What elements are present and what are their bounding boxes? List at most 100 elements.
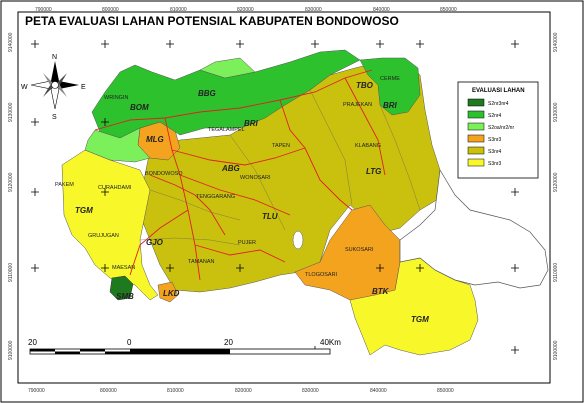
coord-right-label: 9120000 [553, 172, 559, 192]
coord-bottom-label: 790000 [28, 388, 45, 394]
coord-bottom-label: 820000 [235, 388, 252, 394]
legend-swatch [467, 158, 485, 167]
road-segment [171, 147, 306, 166]
compass-w-label: W [21, 84, 28, 91]
compass-n-label: N [52, 54, 57, 61]
legend-label: S2nr3nr4 [488, 101, 509, 107]
coord-bottom-label: 850000 [437, 388, 454, 394]
coords-top: 790000 800000 810000 820000 830000 84000… [35, 7, 457, 13]
coord-left-label: 9100000 [8, 340, 14, 360]
place-label: KLABANG [355, 143, 381, 149]
scale-label: 20 [224, 338, 233, 347]
grid-cross [101, 118, 109, 126]
grid-cross [31, 264, 39, 272]
grid-cross [511, 40, 519, 48]
grid-cross [31, 188, 39, 196]
coord-left-label: 9110000 [8, 263, 14, 282]
boundary-line [139, 237, 241, 246]
scale-label: 0 [127, 338, 132, 347]
legend-label: S3nr3 [488, 161, 502, 167]
legend-label: S2oa/nr2/nr [488, 125, 514, 131]
place-label: PAKEM [55, 182, 74, 188]
coord-top-label: 820000 [237, 7, 254, 13]
zone-code-label: LKD [163, 289, 180, 298]
place-label: CURAHDAMI [98, 185, 132, 191]
coord-bottom-label: 840000 [370, 388, 387, 394]
map-title: PETA EVALUASI LAHAN POTENSIAL KABUPATEN … [25, 14, 399, 28]
zone-unclassified-east [399, 168, 549, 289]
coord-top-label: 810000 [170, 7, 187, 13]
grid-cross [166, 40, 174, 48]
place-names: WRINGIN TEGALAMPEL TAPEN PRAJEKAN CERME … [55, 76, 400, 278]
coord-right-label: 9130000 [553, 102, 559, 122]
place-label: GRUJUGAN [88, 233, 119, 239]
legend-title: EVALUASI LAHAN [472, 88, 525, 94]
legend-swatch [467, 98, 485, 107]
coord-right-label: 9100000 [553, 340, 559, 360]
place-label: MAESAN [112, 265, 135, 271]
district-boundaries [139, 89, 421, 246]
zone-code-label: BBG [198, 89, 216, 98]
road-segment [194, 244, 286, 263]
coords-bottom: 790000 800000 810000 820000 830000 84000… [28, 388, 454, 394]
zone-s3nr3-btk [294, 204, 401, 301]
coords-right: 9140000 9130000 9120000 9110000 9100000 [553, 32, 559, 360]
zone-code-label: BTK [372, 287, 390, 296]
scale-bar-segment [130, 349, 230, 354]
scale-label: 40Km [320, 338, 341, 347]
zone-s2nr3nr4-smb [109, 275, 134, 301]
place-label: TLOGOSARI [305, 272, 338, 278]
zone-code-label: TGM [75, 206, 93, 215]
place-label: WONOSARI [240, 175, 271, 181]
lake-shape [292, 230, 304, 250]
road-segment [149, 174, 226, 236]
compass-center [51, 81, 59, 89]
coord-bottom-label: 830000 [302, 388, 319, 394]
zone-code-label: TLU [262, 212, 278, 221]
zone-s3nr3-south [157, 281, 179, 303]
boundary-line [229, 134, 286, 231]
coord-top-label: 790000 [35, 7, 52, 13]
compass-s-label: S [52, 114, 57, 121]
grid-cross [31, 118, 39, 126]
coord-left-label: 9140000 [8, 32, 14, 52]
zone-code-label: BRI [383, 101, 398, 110]
place-label: TEGALAMPEL [208, 127, 245, 133]
coord-top-label: 840000 [373, 7, 390, 13]
place-label: BONDOWOSO [145, 171, 183, 177]
roads [94, 69, 386, 281]
legend-swatch [467, 110, 485, 119]
scale-bar: 20 0 20 40Km [28, 338, 341, 355]
land-zones [61, 49, 549, 356]
road-segment [94, 69, 373, 131]
grid-cross [166, 264, 174, 272]
zone-s2oa-north [199, 57, 256, 79]
grid-cross [511, 188, 519, 196]
legend-swatch [467, 146, 485, 155]
zone-code-label: MLG [146, 135, 164, 144]
coords-left: 9140000 9130000 9120000 9110000 9100000 [8, 32, 14, 360]
boundary-line [379, 104, 421, 211]
coord-top-label: 850000 [440, 7, 457, 13]
grid-cross [511, 346, 519, 354]
zone-code-label: LTG [366, 167, 381, 176]
place-label: TENGGARANG [196, 194, 235, 200]
grid-cross [511, 264, 519, 272]
grid-cross [31, 40, 39, 48]
zone-code-label: GJO [146, 238, 164, 247]
zone-code-label: TGM [411, 315, 429, 324]
grid-cross [101, 40, 109, 48]
grid-cross [416, 264, 424, 272]
zone-code-label: BRI [244, 119, 259, 128]
zone-code-label: BOM [130, 103, 149, 112]
legend-swatch [467, 134, 485, 143]
zone-codes: BOM BBG TBO BRI BRI MLG ABG LTG TGM TLU … [75, 81, 429, 324]
place-label: PUJER [238, 240, 256, 246]
grid-cross [416, 40, 424, 48]
legend: EVALUASI LAHAN S2nr3nr4 S2nr4 S2oa/nr2/nr S… [457, 81, 539, 179]
grid-cross [236, 40, 244, 48]
scale-bar-segment [55, 351, 80, 354]
grid-cross [101, 264, 109, 272]
boundary-line [149, 189, 241, 221]
